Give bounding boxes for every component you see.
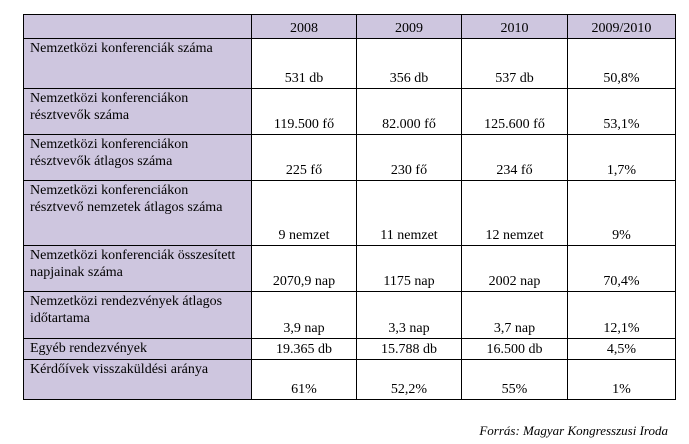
cell-ratio: 70,4% bbox=[567, 245, 676, 292]
cell-2008: 19.365 db bbox=[251, 338, 357, 360]
table-row: Nemzetközi konferenciákon résztvevők szá… bbox=[23, 88, 676, 135]
cell-ratio: 50,8% bbox=[567, 38, 676, 89]
cell-ratio: 12,1% bbox=[567, 291, 676, 339]
cell-2010: 16.500 db bbox=[461, 338, 568, 360]
cell-ratio: 1% bbox=[567, 359, 676, 400]
cell-2010: 125.600 fő bbox=[461, 88, 568, 135]
cell-2008: 3,9 nap bbox=[251, 291, 357, 339]
header-corner-cell bbox=[23, 14, 252, 39]
header-year-2008: 2008 bbox=[251, 14, 357, 39]
cell-ratio: 53,1% bbox=[567, 88, 676, 135]
cell-2010: 12 nemzet bbox=[461, 180, 568, 246]
table-row: Nemzetközi konferenciákon résztvevő nemz… bbox=[23, 180, 676, 246]
cell-2008: 225 fő bbox=[251, 134, 357, 181]
cell-ratio: 4,5% bbox=[567, 338, 676, 360]
row-label: Nemzetközi konferenciák száma bbox=[23, 38, 252, 89]
cell-2009: 3,3 nap bbox=[356, 291, 462, 339]
cell-2010: 2002 nap bbox=[461, 245, 568, 292]
row-label: Nemzetközi konferenciákon résztvevők átl… bbox=[23, 134, 252, 181]
cell-2009: 230 fő bbox=[356, 134, 462, 181]
table-row: Egyéb rendezvények 19.365 db 15.788 db 1… bbox=[23, 338, 676, 360]
row-label: Egyéb rendezvények bbox=[23, 338, 252, 360]
cell-2009: 1175 nap bbox=[356, 245, 462, 292]
row-label: Kérdőívek visszaküldési aránya bbox=[23, 359, 252, 400]
cell-2008: 531 db bbox=[251, 38, 357, 89]
cell-2010: 234 fő bbox=[461, 134, 568, 181]
source-note: Forrás: Magyar Kongresszusi Iroda bbox=[479, 423, 668, 438]
cell-2009: 15.788 db bbox=[356, 338, 462, 360]
cell-2008: 61% bbox=[251, 359, 357, 400]
header-change-ratio: 2009/2010 bbox=[567, 14, 676, 39]
header-row: 2008 2009 2010 2009/2010 bbox=[23, 14, 676, 39]
cell-2010: 55% bbox=[461, 359, 568, 400]
row-label: Nemzetközi konferenciákon résztvevők szá… bbox=[23, 88, 252, 135]
cell-ratio: 1,7% bbox=[567, 134, 676, 181]
cell-2008: 119.500 fő bbox=[251, 88, 357, 135]
statistics-table: 2008 2009 2010 2009/2010 Nemzetközi konf… bbox=[23, 14, 676, 400]
table-row: Nemzetközi konferenciák összesített napj… bbox=[23, 245, 676, 292]
table-row: Nemzetközi rendezvények átlagos időtarta… bbox=[23, 291, 676, 339]
row-label: Nemzetközi konferenciák összesített napj… bbox=[23, 245, 252, 292]
row-label: Nemzetközi konferenciákon résztvevő nemz… bbox=[23, 180, 252, 246]
row-label: Nemzetközi rendezvények átlagos időtarta… bbox=[23, 291, 252, 339]
cell-2009: 52,2% bbox=[356, 359, 462, 400]
cell-2009: 82.000 fő bbox=[356, 88, 462, 135]
cell-2009: 356 db bbox=[356, 38, 462, 89]
table-row: Nemzetközi konferenciákon résztvevők átl… bbox=[23, 134, 676, 181]
cell-2008: 9 nemzet bbox=[251, 180, 357, 246]
table-row: Nemzetközi konferenciák száma 531 db 356… bbox=[23, 38, 676, 89]
header-year-2010: 2010 bbox=[461, 14, 568, 39]
cell-ratio: 9% bbox=[567, 180, 676, 246]
header-year-2009: 2009 bbox=[356, 14, 462, 39]
cell-2010: 537 db bbox=[461, 38, 568, 89]
cell-2009: 11 nemzet bbox=[356, 180, 462, 246]
cell-2008: 2070,9 nap bbox=[251, 245, 357, 292]
cell-2010: 3,7 nap bbox=[461, 291, 568, 339]
table-row: Kérdőívek visszaküldési aránya 61% 52,2%… bbox=[23, 359, 676, 400]
